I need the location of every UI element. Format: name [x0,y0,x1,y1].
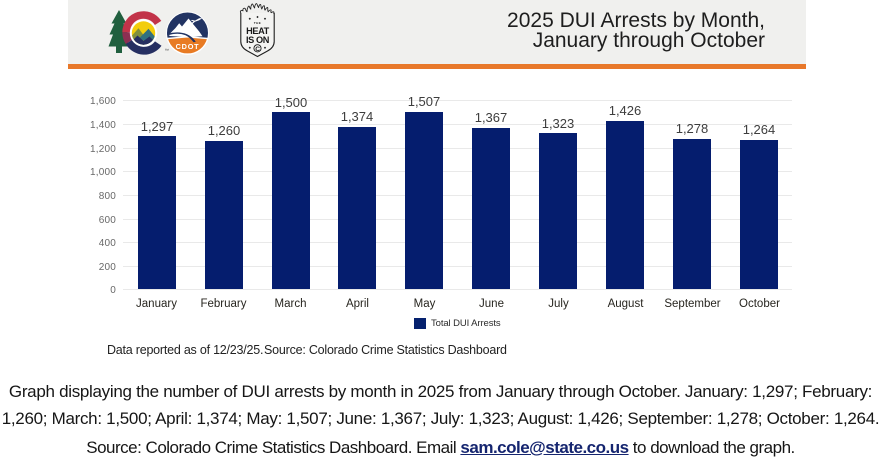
svg-text:HEAT: HEAT [246,26,270,36]
svg-text:THE: THE [254,21,261,25]
svg-text:CDOT: CDOT [176,42,200,51]
svg-text:C: C [255,46,260,53]
svg-text:™: ™ [165,48,170,53]
svg-text:IS ON: IS ON [246,35,270,45]
